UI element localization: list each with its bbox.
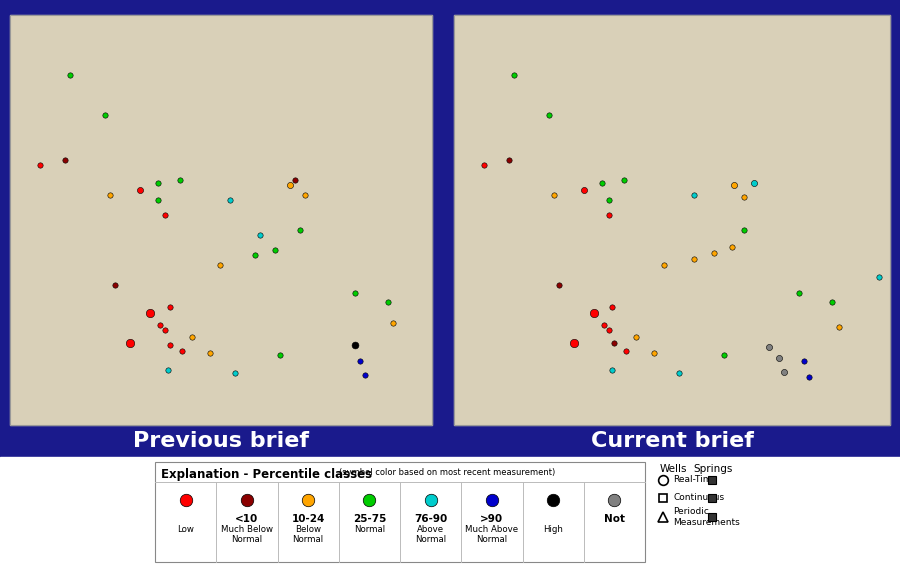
- Text: Real-Time: Real-Time: [673, 476, 717, 484]
- Bar: [10, 15, 432, 425]
- Text: 10-24: 10-24: [292, 514, 325, 524]
- Bar: [708, 476, 716, 484]
- Text: Below
Normal: Below Normal: [292, 525, 324, 544]
- Text: 76-90: 76-90: [414, 514, 447, 524]
- Text: High: High: [544, 525, 563, 534]
- Text: (symbol color based on most recent measurement): (symbol color based on most recent measu…: [339, 468, 555, 477]
- Bar: [708, 494, 716, 502]
- Bar: [0, 457, 900, 567]
- Text: Much Above
Normal: Much Above Normal: [465, 525, 518, 544]
- Text: 25-75: 25-75: [353, 514, 386, 524]
- Text: >90: >90: [481, 514, 503, 524]
- Text: Low: Low: [177, 525, 194, 534]
- Text: Periodic
Measurements: Periodic Measurements: [673, 507, 740, 527]
- Text: Wells: Wells: [659, 464, 687, 474]
- Bar: [708, 513, 716, 521]
- Text: Continuous: Continuous: [673, 493, 725, 502]
- Bar: [454, 15, 890, 425]
- Text: Current brief: Current brief: [590, 431, 753, 451]
- Bar: [454, 15, 890, 425]
- Text: Explanation - Percentile classes: Explanation - Percentile classes: [161, 468, 372, 481]
- Text: Springs: Springs: [693, 464, 733, 474]
- Bar: [155, 462, 645, 562]
- Text: Much Below
Normal: Much Below Normal: [220, 525, 273, 544]
- Polygon shape: [658, 512, 668, 522]
- Text: <10: <10: [235, 514, 258, 524]
- Text: Above
Normal: Above Normal: [415, 525, 446, 544]
- Text: Not: Not: [604, 514, 625, 524]
- Text: Previous brief: Previous brief: [133, 431, 309, 451]
- Bar: [10, 15, 432, 425]
- Bar: [659, 494, 667, 502]
- Text: Normal: Normal: [354, 525, 385, 534]
